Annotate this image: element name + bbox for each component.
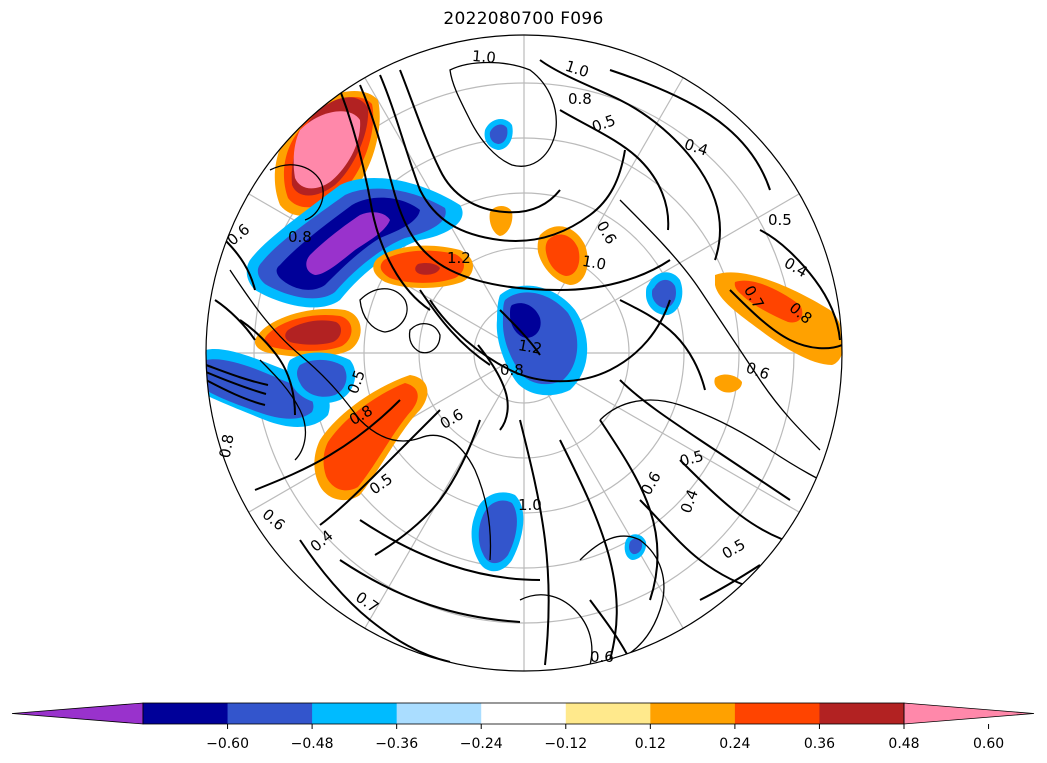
- colorbar-tick-label: 0.12: [635, 736, 666, 752]
- contour-label: 0.5: [768, 211, 792, 229]
- positive-anomaly-patch: [714, 374, 742, 393]
- contour-line: [559, 439, 618, 661]
- contour-label: 0.8: [216, 433, 238, 460]
- contour-line: [499, 309, 541, 356]
- contour-label: 1.0: [581, 252, 608, 274]
- contour-line: [477, 344, 509, 431]
- contour-line: [214, 299, 256, 341]
- contour-label: 1.2: [447, 249, 471, 267]
- contour-line: [359, 84, 671, 292]
- colorbar-bin: [396, 703, 482, 724]
- positive-anomaly-patch: [293, 111, 361, 189]
- contour-line: [399, 69, 561, 214]
- colorbar-tick-label: −0.36: [375, 736, 418, 752]
- negative-anomaly-patch: [306, 212, 390, 275]
- contour-line: [239, 319, 296, 416]
- colorbar-over-arrow: [903, 702, 1035, 725]
- contour-label: 0.8: [288, 228, 312, 246]
- contour-line: [759, 229, 841, 341]
- coastlines: [229, 61, 841, 666]
- contour-line: [639, 499, 761, 591]
- contour-line: [359, 519, 541, 581]
- contour-line: [206, 379, 266, 406]
- contour-line: [429, 299, 671, 383]
- contour-label: 1.0: [518, 496, 542, 514]
- negative-anomaly-patch: [629, 538, 643, 555]
- contour-label: 0.8: [568, 90, 592, 108]
- coastline-europe: [519, 594, 593, 666]
- coastline-eurasia: [619, 199, 821, 451]
- colorbar-bin: [312, 703, 398, 724]
- contour-line: [379, 74, 626, 242]
- colorbar-bin: [819, 703, 905, 724]
- contour-line: [299, 539, 451, 663]
- contour-line: [729, 289, 842, 350]
- colorbar-bin: [734, 703, 820, 724]
- contour-line: [419, 289, 491, 366]
- contour-label: 0.8: [500, 361, 524, 379]
- positive-anomaly-patch: [489, 206, 513, 236]
- contour-line: [619, 299, 706, 391]
- map-title: 2022080700 F096: [443, 9, 604, 29]
- contour-line: [559, 109, 670, 231]
- contour-label: 0.5: [678, 447, 706, 471]
- contour-line: [339, 559, 521, 623]
- contour-label-layer: 1.0 1.0 0.8 0.5 0.4 0.5 0.4 0.7 0.8 0.6 …: [216, 47, 816, 666]
- contour-line: [254, 399, 401, 491]
- positive-anomaly-patch: [285, 320, 342, 345]
- contour-line: [319, 409, 441, 526]
- coastline-alaska: [269, 164, 324, 221]
- contour-line: [206, 364, 269, 386]
- polar-map: [206, 35, 842, 671]
- contour-line: [339, 89, 431, 311]
- contour-line: [679, 459, 801, 546]
- colorbar-tick-label: −0.12: [544, 736, 587, 752]
- colorbar-bin: [565, 703, 651, 724]
- colorbar: −0.60 −0.48 −0.36 −0.24 −0.12 0.12 0.24 0.36 0.4…: [11, 702, 1035, 752]
- contour-line: [609, 69, 771, 191]
- contour-lines: [206, 59, 842, 666]
- coastline-greenland: [449, 61, 557, 167]
- colorbar-tick-label: 0.48: [888, 736, 919, 752]
- contour-line: [539, 59, 721, 261]
- contour-line: [374, 419, 481, 556]
- colorbar-tick-label: −0.60: [206, 736, 249, 752]
- colorbar-tick-label: −0.48: [291, 736, 334, 752]
- contour-line: [206, 371, 267, 395]
- map-boundary: [205, 34, 843, 672]
- coastline-scandinavia: [579, 535, 665, 666]
- colorbar-under-arrow: [11, 702, 144, 725]
- contour-label: 0.6: [590, 648, 614, 666]
- positive-anomaly-patch: [415, 263, 440, 275]
- colorbar-bin: [227, 703, 313, 724]
- coastline-archipelago-2: [408, 323, 441, 354]
- coastline-north-america: [229, 269, 492, 561]
- positive-anomaly-patch: [323, 383, 418, 491]
- coastline-hudson: [259, 359, 307, 461]
- positive-anomaly-patch: [545, 234, 580, 276]
- colorbar-bin: [650, 703, 736, 724]
- colorbar-bin: [481, 703, 567, 724]
- colorbar-bin: [143, 703, 229, 724]
- negative-anomaly-patch: [489, 124, 508, 144]
- coastline-canadian-archipelago: [359, 288, 408, 333]
- contour-label: 1.2: [517, 336, 544, 358]
- colorbar-tick-label: −0.24: [460, 736, 503, 752]
- colorbar-tick-label: 0.36: [804, 736, 835, 752]
- colorbar-frame: [142, 702, 905, 725]
- coastline-siberia: [599, 399, 841, 491]
- contour-line: [699, 564, 761, 601]
- contour-line: [619, 379, 791, 501]
- contour-label: 1.0: [471, 47, 496, 67]
- contour-line: [224, 239, 256, 291]
- positive-anomaly-patch: [734, 280, 803, 323]
- contour-line: [519, 419, 550, 666]
- colorbar-tick-label: 0.60: [973, 736, 1004, 752]
- colorbar-tick-label: 0.24: [719, 736, 750, 752]
